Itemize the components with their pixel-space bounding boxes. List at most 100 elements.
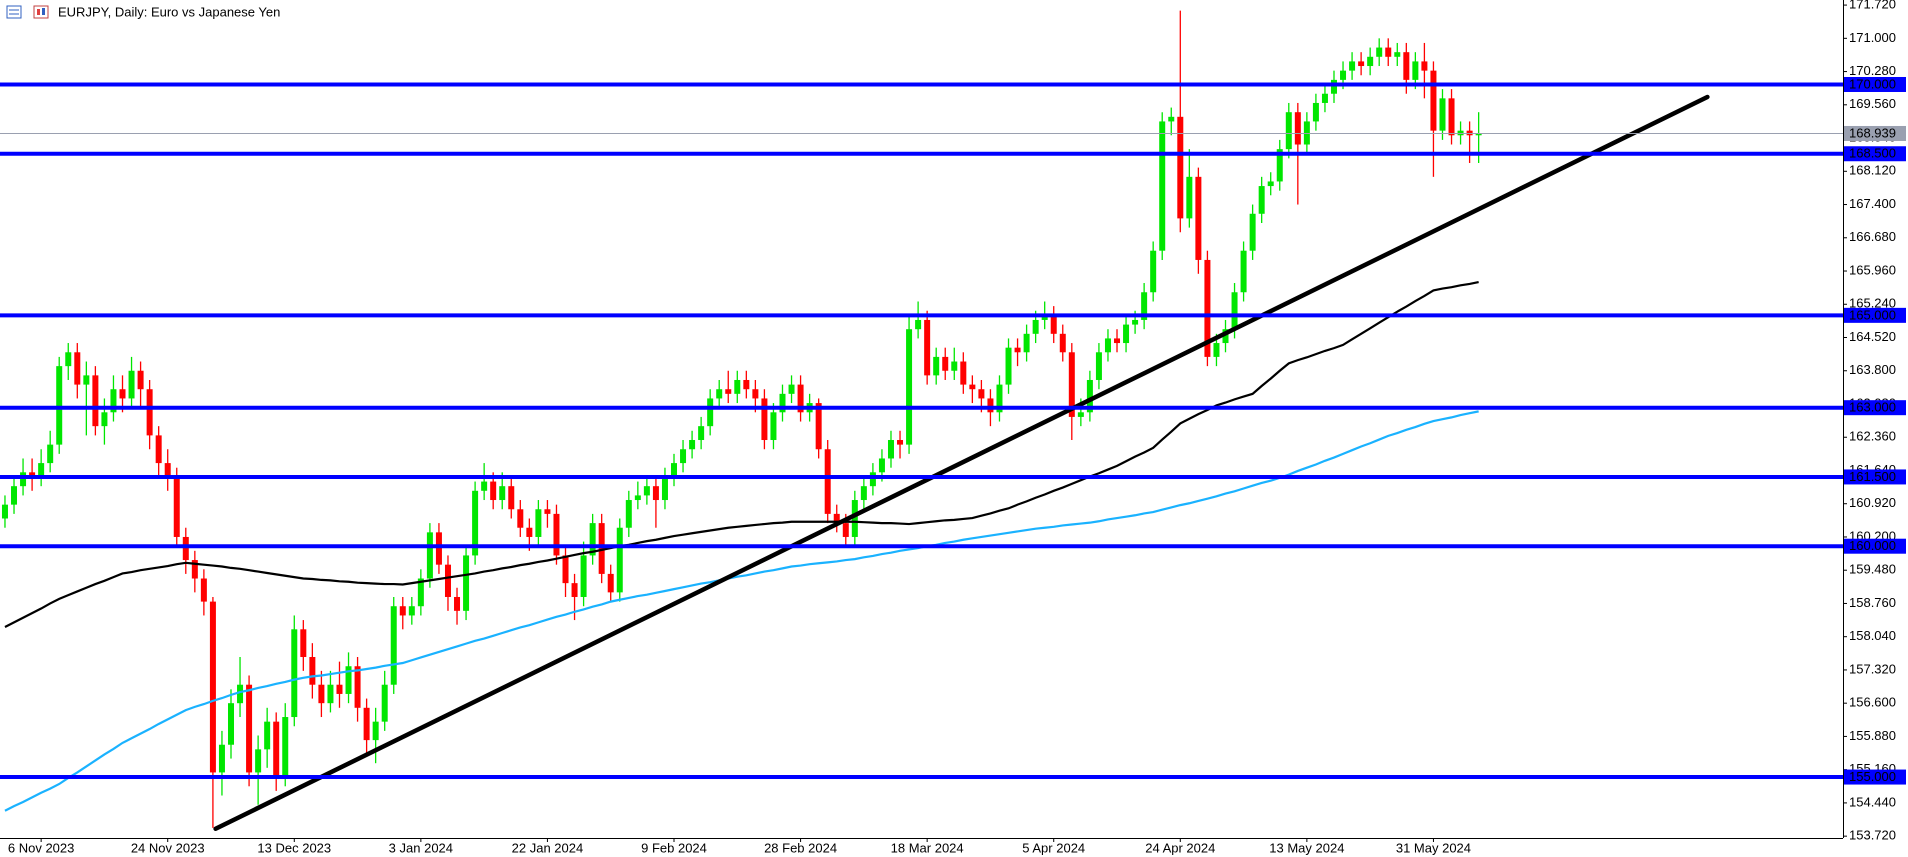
- candle-body: [589, 523, 596, 556]
- candle-body: [752, 389, 759, 399]
- candle-body: [562, 555, 569, 584]
- candle-body: [1376, 47, 1383, 57]
- chart-title: EURJPY, Daily: Euro vs Japanese Yen: [58, 4, 280, 19]
- candle-body: [1005, 347, 1012, 385]
- candle-body: [915, 319, 922, 330]
- candle-body: [1195, 176, 1202, 260]
- candle-body: [435, 532, 442, 565]
- candle-body: [417, 578, 424, 607]
- candle-body: [209, 601, 216, 773]
- candle-body: [119, 389, 126, 399]
- candle-body: [1412, 61, 1419, 80]
- candle-body: [725, 389, 732, 394]
- candle-body: [1104, 338, 1111, 353]
- x-tick-label: 5 Apr 2024: [1022, 840, 1085, 855]
- candle-body: [526, 527, 533, 537]
- level-label-box: [1844, 469, 1906, 485]
- icon: [6, 5, 22, 19]
- candle-body: [11, 486, 18, 505]
- candle-body: [155, 435, 162, 464]
- candle-body: [661, 476, 668, 501]
- candle-body: [1032, 319, 1039, 334]
- candle-body: [1123, 324, 1130, 344]
- candle-body: [607, 573, 614, 593]
- candle-body: [164, 463, 171, 477]
- candle-body: [137, 370, 144, 390]
- icon-bar: [37, 9, 40, 15]
- y-tick-label: 168.120: [1849, 163, 1896, 178]
- candle-body: [472, 490, 479, 556]
- x-tick-label: 3 Jan 2024: [389, 840, 453, 855]
- candle-body: [535, 509, 542, 537]
- candle-body: [553, 513, 560, 556]
- candle-body: [490, 481, 497, 501]
- x-tick-label: 24 Nov 2023: [131, 840, 205, 855]
- candle-body: [426, 532, 433, 579]
- candle-body: [842, 523, 849, 537]
- y-tick-label: 155.880: [1849, 728, 1896, 743]
- candle-body: [761, 398, 768, 441]
- candle-body: [20, 472, 27, 487]
- candle-body: [173, 476, 180, 537]
- candle-body: [833, 513, 840, 524]
- candle-body: [300, 629, 307, 658]
- level-label-box: [1844, 769, 1906, 785]
- candle-body: [1068, 352, 1075, 417]
- candle-body: [191, 560, 198, 579]
- y-tick-label: 160.920: [1849, 495, 1896, 510]
- candle-body: [354, 666, 361, 708]
- candle-body: [318, 684, 325, 704]
- candle-body: [996, 384, 1003, 413]
- candle-body: [74, 352, 81, 385]
- candle-body: [1222, 329, 1229, 344]
- candle-body: [1358, 61, 1365, 67]
- candle-body: [499, 486, 506, 501]
- level-label: 170.000: [1849, 76, 1896, 91]
- candle-body: [770, 412, 777, 441]
- candle-body: [182, 536, 189, 561]
- candle-body: [788, 384, 795, 394]
- candle-body: [987, 398, 994, 413]
- candle-body: [363, 707, 370, 741]
- x-tick-label: 9 Feb 2024: [641, 840, 707, 855]
- candle-body: [1475, 133, 1482, 136]
- candle-body: [1421, 61, 1428, 71]
- candle-body: [571, 583, 578, 597]
- candle-body: [1303, 121, 1310, 145]
- candle-body: [1041, 315, 1048, 320]
- level-label: 161.500: [1849, 469, 1896, 484]
- candle-body: [282, 717, 289, 778]
- y-tick-label: 158.040: [1849, 628, 1896, 643]
- candle-body: [200, 578, 207, 602]
- y-tick-label: 163.800: [1849, 362, 1896, 377]
- candle-body: [1240, 250, 1247, 293]
- candle-body: [824, 449, 831, 514]
- candle-body: [1186, 176, 1193, 219]
- candle-body: [309, 657, 316, 685]
- candle-body: [598, 523, 605, 574]
- y-tick-label: 164.520: [1849, 329, 1896, 344]
- candle-body: [897, 440, 904, 445]
- candle-body: [797, 384, 804, 413]
- moving-average: [4, 410, 1479, 812]
- level-label: 165.000: [1849, 307, 1896, 322]
- candle-body: [933, 356, 940, 376]
- candle-body: [444, 564, 451, 597]
- candle-body: [56, 366, 63, 445]
- candle-body: [887, 440, 894, 459]
- y-tick-label: 159.480: [1849, 562, 1896, 577]
- candle-body: [1014, 347, 1021, 353]
- candle-body: [110, 389, 117, 413]
- candle-body: [1430, 70, 1437, 131]
- candle-body: [381, 684, 388, 722]
- candle-body: [1367, 56, 1374, 67]
- level-label: 168.500: [1849, 146, 1896, 161]
- y-tick-label: 153.720: [1849, 828, 1896, 843]
- y-tick-label: 171.720: [1849, 0, 1896, 12]
- x-tick-label: 24 Apr 2024: [1145, 840, 1215, 855]
- level-label-box: [1844, 400, 1906, 416]
- level-label-box: [1844, 538, 1906, 554]
- candle-body: [634, 495, 641, 501]
- candle-body: [698, 426, 705, 441]
